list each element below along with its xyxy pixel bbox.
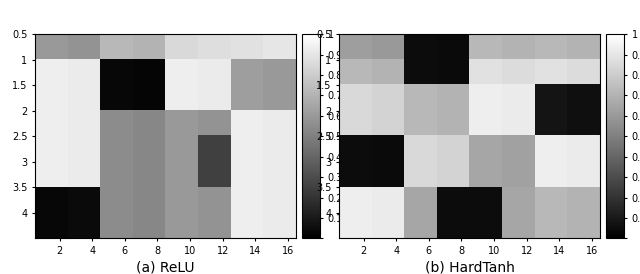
- X-axis label: (b) HardTanh: (b) HardTanh: [425, 260, 515, 274]
- X-axis label: (a) ReLU: (a) ReLU: [136, 260, 195, 274]
